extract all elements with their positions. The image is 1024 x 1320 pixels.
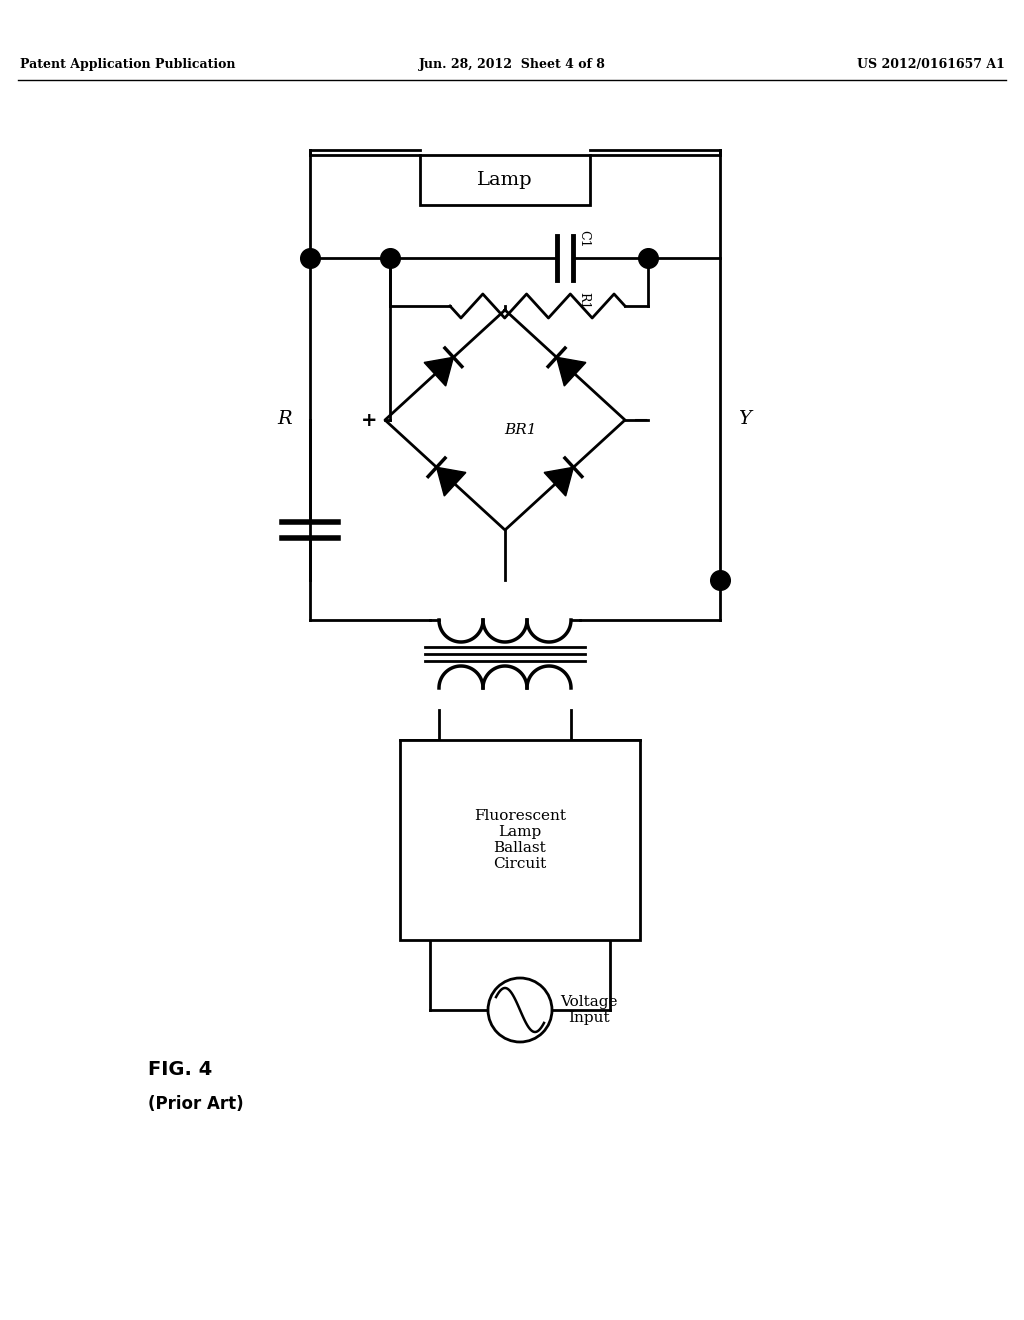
Text: BR1: BR1	[504, 422, 537, 437]
Point	[302, 247, 318, 268]
Polygon shape	[424, 358, 454, 385]
Bar	[420, 154, 590, 205]
Polygon shape	[557, 358, 586, 385]
Polygon shape	[544, 467, 573, 496]
Polygon shape	[436, 467, 466, 496]
Text: R: R	[278, 411, 292, 428]
Text: US 2012/0161657 A1: US 2012/0161657 A1	[857, 58, 1005, 71]
Text: Jun. 28, 2012  Sheet 4 of 8: Jun. 28, 2012 Sheet 4 of 8	[419, 58, 605, 71]
Point	[382, 247, 398, 268]
Text: (Prior Art): (Prior Art)	[148, 1096, 244, 1113]
Text: −: −	[633, 411, 649, 429]
Text: C1: C1	[577, 230, 590, 248]
Text: Y: Y	[738, 411, 751, 428]
Bar	[400, 741, 640, 940]
Text: FIG. 4: FIG. 4	[148, 1060, 212, 1078]
Text: R1: R1	[577, 292, 590, 309]
Point	[640, 247, 656, 268]
Circle shape	[488, 978, 552, 1041]
Text: Lamp: Lamp	[477, 172, 532, 189]
Text: Voltage
Input: Voltage Input	[560, 995, 617, 1026]
Text: +: +	[360, 411, 377, 429]
Text: Fluorescent
Lamp
Ballast
Circuit: Fluorescent Lamp Ballast Circuit	[474, 809, 566, 871]
Point	[712, 569, 728, 590]
Text: Patent Application Publication: Patent Application Publication	[20, 58, 236, 71]
